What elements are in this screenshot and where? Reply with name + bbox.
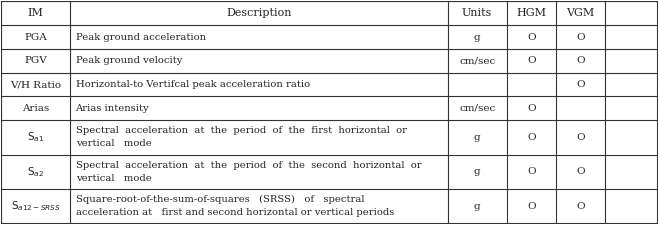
- Text: Description: Description: [226, 8, 292, 18]
- Text: O: O: [527, 104, 536, 113]
- Text: $\mathrm{S}_{a12-SRSS}$: $\mathrm{S}_{a12-SRSS}$: [11, 200, 61, 213]
- Text: O: O: [576, 80, 585, 89]
- Text: Peak ground acceleration: Peak ground acceleration: [76, 33, 206, 42]
- Text: $\mathrm{S}_{a1}$: $\mathrm{S}_{a1}$: [27, 130, 44, 144]
- Text: Spectral  acceleration  at  the  period  of  the  first  horizontal  or: Spectral acceleration at the period of t…: [76, 126, 407, 135]
- Text: O: O: [576, 167, 585, 176]
- Text: PGV: PGV: [24, 56, 47, 65]
- Text: Spectral  acceleration  at  the  period  of  the  second  horizontal  or: Spectral acceleration at the period of t…: [76, 161, 421, 170]
- Text: acceleration at   first and second horizontal or vertical periods: acceleration at first and second horizon…: [76, 208, 394, 217]
- Text: Arias: Arias: [22, 104, 49, 113]
- Text: O: O: [527, 167, 536, 176]
- Text: vertical   mode: vertical mode: [76, 140, 152, 148]
- Text: O: O: [527, 133, 536, 142]
- Text: $\mathrm{S}_{a2}$: $\mathrm{S}_{a2}$: [27, 165, 44, 179]
- Text: Units: Units: [462, 8, 492, 18]
- Text: VGM: VGM: [566, 8, 594, 18]
- Text: cm/sec: cm/sec: [459, 56, 496, 65]
- Text: O: O: [527, 33, 536, 42]
- Text: g: g: [474, 202, 480, 211]
- Text: cm/sec: cm/sec: [459, 104, 496, 113]
- Text: Peak ground velocity: Peak ground velocity: [76, 56, 182, 65]
- Text: O: O: [527, 56, 536, 65]
- Text: O: O: [576, 133, 585, 142]
- Text: Arias intensity: Arias intensity: [76, 104, 149, 113]
- Text: V/H Ratio: V/H Ratio: [11, 80, 61, 89]
- Text: Horizontal-to Vertifcal peak acceleration ratio: Horizontal-to Vertifcal peak acceleratio…: [76, 80, 310, 89]
- Text: O: O: [576, 56, 585, 65]
- Text: IM: IM: [28, 8, 43, 18]
- Text: vertical   mode: vertical mode: [76, 174, 152, 183]
- Text: HGM: HGM: [516, 8, 546, 18]
- Text: PGA: PGA: [24, 33, 47, 42]
- Text: Square-root-of-the-sum-of-squares   (SRSS)   of   spectral: Square-root-of-the-sum-of-squares (SRSS)…: [76, 195, 364, 204]
- Text: O: O: [527, 202, 536, 211]
- Text: g: g: [474, 167, 480, 176]
- Text: g: g: [474, 133, 480, 142]
- Text: O: O: [576, 202, 585, 211]
- Text: O: O: [576, 33, 585, 42]
- Text: g: g: [474, 33, 480, 42]
